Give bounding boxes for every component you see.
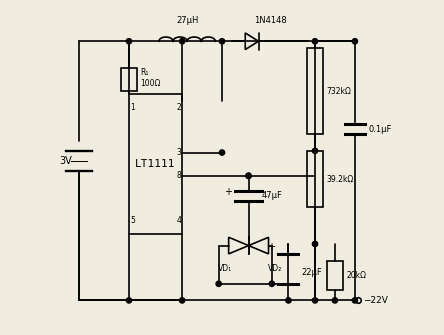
Text: 3: 3	[176, 148, 181, 157]
Circle shape	[246, 173, 251, 179]
Text: 8: 8	[176, 171, 181, 180]
Text: 47μF: 47μF	[262, 191, 283, 200]
Text: LT1111: LT1111	[135, 159, 176, 169]
Circle shape	[127, 298, 131, 303]
Text: 20kΩ: 20kΩ	[347, 271, 367, 280]
Circle shape	[313, 241, 317, 247]
Circle shape	[313, 298, 317, 303]
Text: VD₁: VD₁	[218, 264, 232, 273]
Text: R₁
100Ω: R₁ 100Ω	[141, 68, 161, 87]
Text: +: +	[267, 242, 275, 252]
Text: 27μH: 27μH	[176, 16, 198, 25]
Circle shape	[313, 39, 317, 44]
Circle shape	[352, 39, 357, 44]
Circle shape	[313, 148, 317, 153]
Circle shape	[179, 298, 185, 303]
Text: 2: 2	[176, 103, 181, 112]
Circle shape	[216, 281, 222, 286]
Circle shape	[332, 298, 337, 303]
Text: VD₂: VD₂	[268, 264, 282, 273]
Circle shape	[352, 298, 357, 303]
Text: +: +	[224, 187, 232, 197]
Text: 0.1μF: 0.1μF	[368, 125, 392, 134]
Circle shape	[246, 173, 251, 179]
Circle shape	[179, 39, 185, 44]
Text: 732kΩ: 732kΩ	[327, 86, 352, 95]
Text: 1: 1	[130, 103, 135, 112]
Text: 3V: 3V	[59, 156, 72, 166]
Circle shape	[219, 150, 225, 155]
Circle shape	[269, 281, 274, 286]
Text: 39.2kΩ: 39.2kΩ	[327, 175, 354, 184]
Text: 1N4148: 1N4148	[254, 16, 286, 25]
Circle shape	[219, 39, 225, 44]
Circle shape	[127, 39, 131, 44]
Text: 4: 4	[176, 216, 181, 225]
Circle shape	[286, 298, 291, 303]
Text: 5: 5	[130, 216, 135, 225]
Text: −22V: −22V	[363, 296, 388, 305]
Text: 22μF: 22μF	[302, 268, 322, 277]
